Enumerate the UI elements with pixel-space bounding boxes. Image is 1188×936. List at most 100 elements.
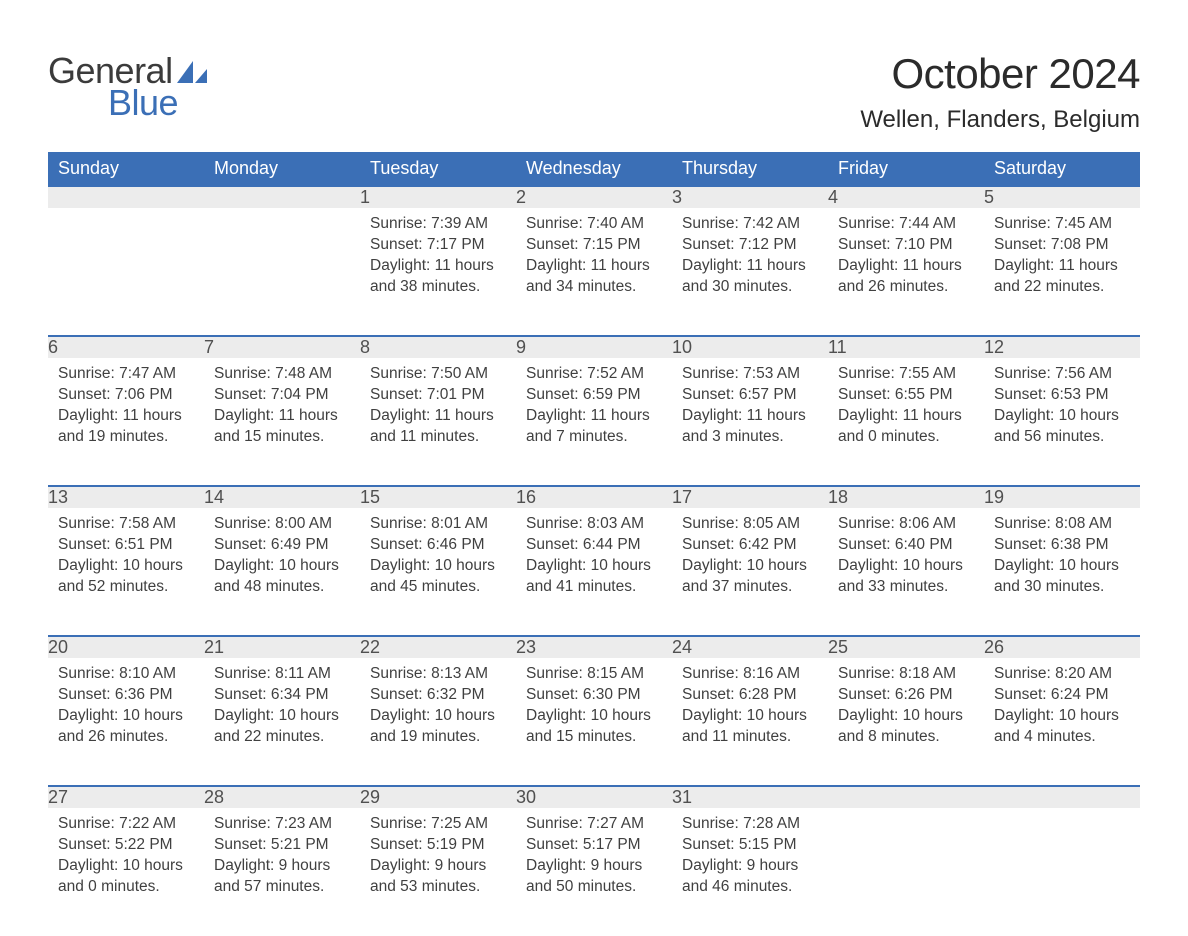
logo-word2: Blue: [108, 82, 207, 124]
sunset-line: Sunset: 6:30 PM: [526, 685, 662, 706]
day-number-cell: 20: [48, 636, 204, 658]
day-body: [828, 808, 984, 828]
day-cell: Sunrise: 7:27 AMSunset: 5:17 PMDaylight:…: [516, 808, 672, 936]
day-number-cell: 9: [516, 336, 672, 358]
day-number-cell: 7: [204, 336, 360, 358]
calendar-table: SundayMondayTuesdayWednesdayThursdayFrid…: [48, 152, 1140, 936]
day-number-cell: 18: [828, 486, 984, 508]
daylight-line: Daylight: 11 hours and 34 minutes.: [526, 256, 662, 298]
day-cell: Sunrise: 7:28 AMSunset: 5:15 PMDaylight:…: [672, 808, 828, 936]
daylight-line: Daylight: 11 hours and 3 minutes.: [682, 406, 818, 448]
day-header: Friday: [828, 152, 984, 186]
daylight-line: Daylight: 10 hours and 41 minutes.: [526, 556, 662, 598]
day-cell: Sunrise: 7:44 AMSunset: 7:10 PMDaylight:…: [828, 208, 984, 336]
day-cell: Sunrise: 7:50 AMSunset: 7:01 PMDaylight:…: [360, 358, 516, 486]
day-cell: Sunrise: 8:05 AMSunset: 6:42 PMDaylight:…: [672, 508, 828, 636]
sunset-line: Sunset: 5:22 PM: [58, 835, 194, 856]
sunrise-line: Sunrise: 7:23 AM: [214, 814, 350, 835]
day-cell: Sunrise: 7:58 AMSunset: 6:51 PMDaylight:…: [48, 508, 204, 636]
day-number-cell: 8: [360, 336, 516, 358]
day-body: [204, 208, 360, 228]
day-body: Sunrise: 7:55 AMSunset: 6:55 PMDaylight:…: [828, 358, 984, 462]
day-number-cell: 6: [48, 336, 204, 358]
sunrise-line: Sunrise: 8:06 AM: [838, 514, 974, 535]
daylight-line: Daylight: 11 hours and 7 minutes.: [526, 406, 662, 448]
day-number-cell: 2: [516, 186, 672, 208]
day-body: Sunrise: 8:10 AMSunset: 6:36 PMDaylight:…: [48, 658, 204, 762]
day-body: Sunrise: 8:01 AMSunset: 6:46 PMDaylight:…: [360, 508, 516, 612]
daylight-line: Daylight: 11 hours and 30 minutes.: [682, 256, 818, 298]
sunset-line: Sunset: 6:51 PM: [58, 535, 194, 556]
day-body: Sunrise: 8:03 AMSunset: 6:44 PMDaylight:…: [516, 508, 672, 612]
sunrise-line: Sunrise: 7:55 AM: [838, 364, 974, 385]
day-body: Sunrise: 8:18 AMSunset: 6:26 PMDaylight:…: [828, 658, 984, 762]
day-number-cell: 3: [672, 186, 828, 208]
sunset-line: Sunset: 7:12 PM: [682, 235, 818, 256]
sunset-line: Sunset: 5:19 PM: [370, 835, 506, 856]
sunrise-line: Sunrise: 7:52 AM: [526, 364, 662, 385]
daylight-line: Daylight: 11 hours and 38 minutes.: [370, 256, 506, 298]
day-body: Sunrise: 7:39 AMSunset: 7:17 PMDaylight:…: [360, 208, 516, 312]
day-cell: Sunrise: 7:22 AMSunset: 5:22 PMDaylight:…: [48, 808, 204, 936]
day-body: Sunrise: 7:23 AMSunset: 5:21 PMDaylight:…: [204, 808, 360, 912]
day-number-cell: 21: [204, 636, 360, 658]
daylight-line: Daylight: 11 hours and 26 minutes.: [838, 256, 974, 298]
daylight-line: Daylight: 9 hours and 53 minutes.: [370, 856, 506, 898]
day-number-cell: 25: [828, 636, 984, 658]
day-cell: Sunrise: 7:25 AMSunset: 5:19 PMDaylight:…: [360, 808, 516, 936]
day-number-cell: 5: [984, 186, 1140, 208]
day-cell: Sunrise: 7:23 AMSunset: 5:21 PMDaylight:…: [204, 808, 360, 936]
day-number-cell: 14: [204, 486, 360, 508]
sunrise-line: Sunrise: 8:20 AM: [994, 664, 1130, 685]
sunset-line: Sunset: 6:28 PM: [682, 685, 818, 706]
page-header: General Blue October 2024 Wellen, Flande…: [48, 50, 1140, 134]
day-body: Sunrise: 8:11 AMSunset: 6:34 PMDaylight:…: [204, 658, 360, 762]
month-title: October 2024: [860, 50, 1140, 98]
day-number-cell: 15: [360, 486, 516, 508]
sunset-line: Sunset: 6:55 PM: [838, 385, 974, 406]
sunrise-line: Sunrise: 7:47 AM: [58, 364, 194, 385]
day-cell: Sunrise: 7:56 AMSunset: 6:53 PMDaylight:…: [984, 358, 1140, 486]
week-daynum-row: 2728293031: [48, 786, 1140, 808]
sunrise-line: Sunrise: 8:08 AM: [994, 514, 1130, 535]
day-body: Sunrise: 7:47 AMSunset: 7:06 PMDaylight:…: [48, 358, 204, 462]
sunrise-line: Sunrise: 8:16 AM: [682, 664, 818, 685]
day-cell: Sunrise: 8:11 AMSunset: 6:34 PMDaylight:…: [204, 658, 360, 786]
sunset-line: Sunset: 6:40 PM: [838, 535, 974, 556]
day-cell: Sunrise: 8:15 AMSunset: 6:30 PMDaylight:…: [516, 658, 672, 786]
sunrise-line: Sunrise: 8:01 AM: [370, 514, 506, 535]
sunset-line: Sunset: 5:15 PM: [682, 835, 818, 856]
day-body: Sunrise: 8:15 AMSunset: 6:30 PMDaylight:…: [516, 658, 672, 762]
day-number-cell: 24: [672, 636, 828, 658]
sunrise-line: Sunrise: 7:39 AM: [370, 214, 506, 235]
day-cell: [48, 208, 204, 336]
day-header: Saturday: [984, 152, 1140, 186]
day-cell: Sunrise: 8:06 AMSunset: 6:40 PMDaylight:…: [828, 508, 984, 636]
day-body: [48, 208, 204, 228]
sunset-line: Sunset: 6:34 PM: [214, 685, 350, 706]
sunset-line: Sunset: 7:08 PM: [994, 235, 1130, 256]
sunrise-line: Sunrise: 7:40 AM: [526, 214, 662, 235]
sunset-line: Sunset: 6:49 PM: [214, 535, 350, 556]
day-body: Sunrise: 7:44 AMSunset: 7:10 PMDaylight:…: [828, 208, 984, 312]
day-body: Sunrise: 7:28 AMSunset: 5:15 PMDaylight:…: [672, 808, 828, 912]
day-header: Wednesday: [516, 152, 672, 186]
day-body: Sunrise: 8:00 AMSunset: 6:49 PMDaylight:…: [204, 508, 360, 612]
daylight-line: Daylight: 10 hours and 8 minutes.: [838, 706, 974, 748]
day-cell: Sunrise: 8:18 AMSunset: 6:26 PMDaylight:…: [828, 658, 984, 786]
sunrise-line: Sunrise: 7:22 AM: [58, 814, 194, 835]
day-cell: Sunrise: 7:39 AMSunset: 7:17 PMDaylight:…: [360, 208, 516, 336]
day-cell: Sunrise: 7:55 AMSunset: 6:55 PMDaylight:…: [828, 358, 984, 486]
daylight-line: Daylight: 10 hours and 56 minutes.: [994, 406, 1130, 448]
daylight-line: Daylight: 11 hours and 15 minutes.: [214, 406, 350, 448]
day-body: Sunrise: 8:16 AMSunset: 6:28 PMDaylight:…: [672, 658, 828, 762]
day-header: Thursday: [672, 152, 828, 186]
day-number-cell: 27: [48, 786, 204, 808]
day-cell: [204, 208, 360, 336]
day-number-cell: 4: [828, 186, 984, 208]
day-body: [984, 808, 1140, 828]
day-body: Sunrise: 7:40 AMSunset: 7:15 PMDaylight:…: [516, 208, 672, 312]
sunrise-line: Sunrise: 8:15 AM: [526, 664, 662, 685]
day-cell: Sunrise: 7:40 AMSunset: 7:15 PMDaylight:…: [516, 208, 672, 336]
day-number-cell: 1: [360, 186, 516, 208]
